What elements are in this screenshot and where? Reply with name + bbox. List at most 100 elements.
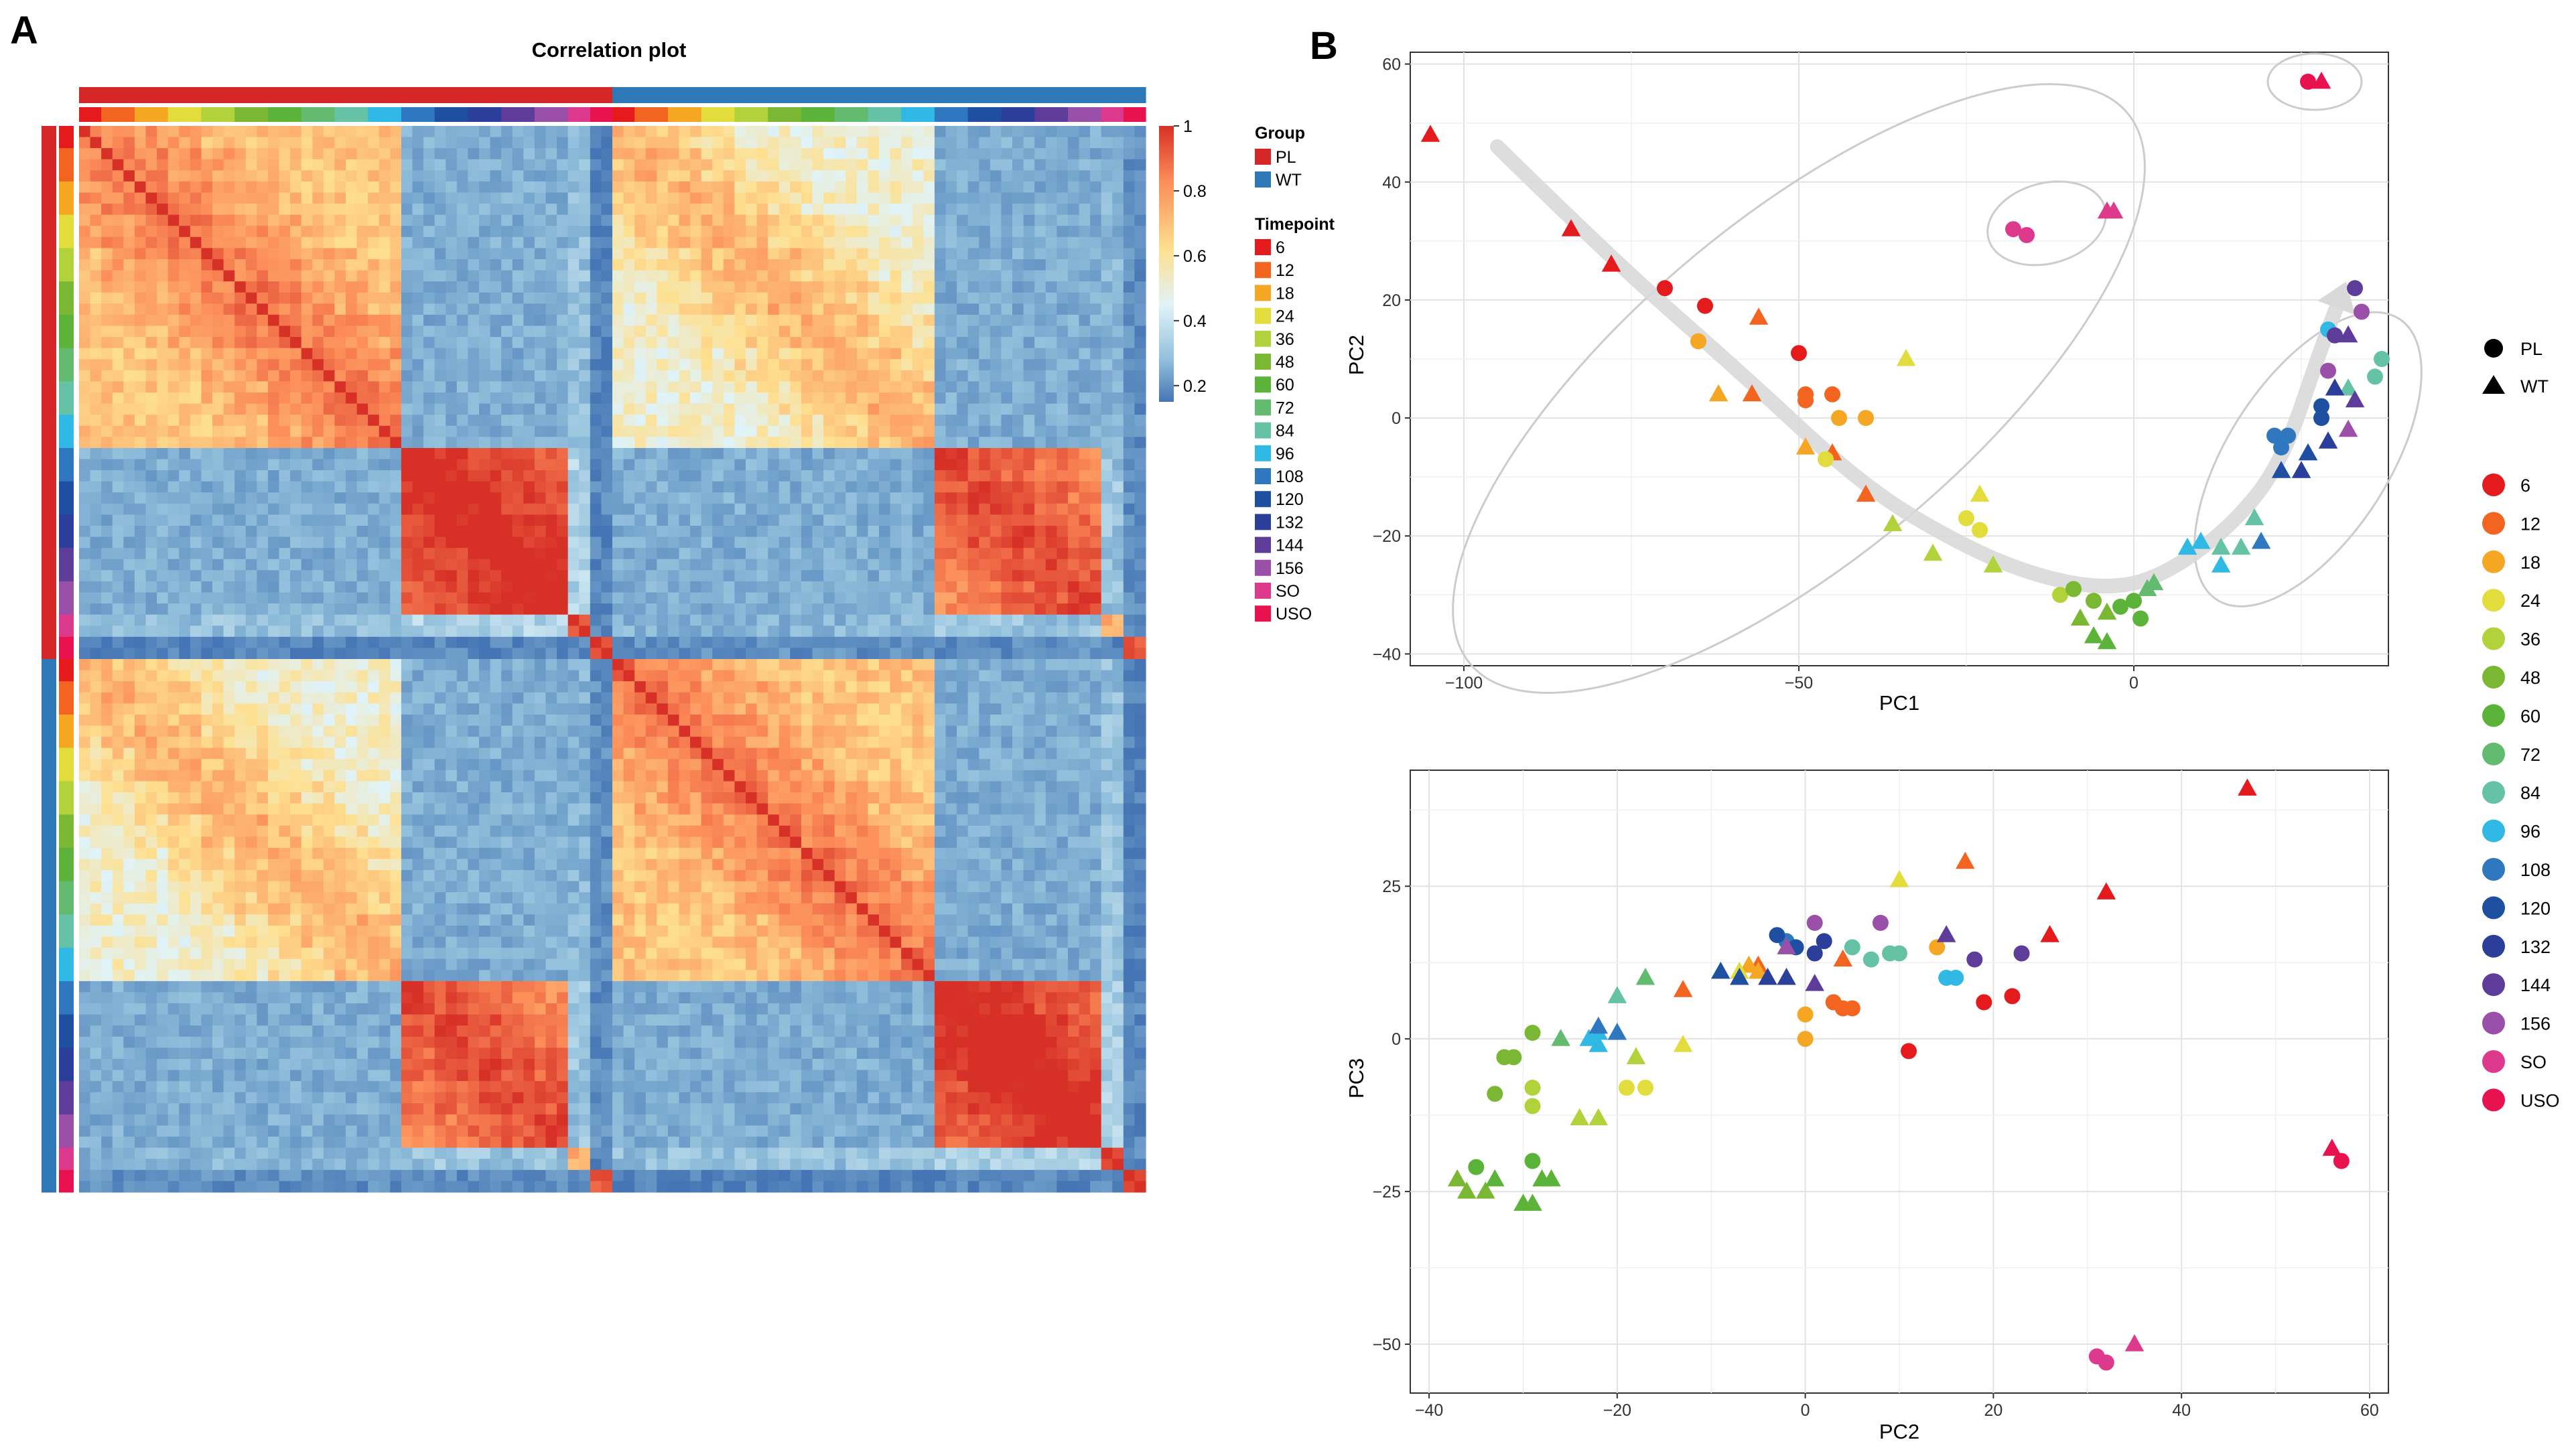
heatmap-cell (346, 636, 358, 649)
heatmap-cell (1090, 592, 1102, 604)
heatmap-cell (301, 170, 313, 182)
heatmap-cell (90, 526, 102, 538)
heatmap-cell (623, 492, 635, 504)
heatmap-cell (901, 514, 913, 526)
heatmap-cell (279, 636, 291, 649)
column-group-annotation (1012, 87, 1024, 103)
heatmap-cell (356, 614, 368, 626)
heatmap-cell (545, 503, 557, 516)
heatmap-cell (379, 536, 391, 549)
heatmap-cell (145, 570, 157, 582)
heatmap-cell (112, 526, 124, 538)
heatmap-cell (301, 636, 313, 649)
heatmap-cell (746, 415, 758, 427)
heatmap-cell (279, 281, 291, 293)
heatmap-cell (90, 559, 102, 571)
heatmap-cell (368, 181, 380, 194)
heatmap-cell (701, 126, 713, 138)
heatmap-cell (645, 425, 657, 437)
heatmap-cell (79, 348, 91, 360)
heatmap-cell (823, 314, 835, 327)
heatmap-cell (257, 403, 269, 415)
heatmap-cell (201, 337, 213, 349)
row-timepoint-annotation (59, 570, 74, 582)
heatmap-cell (579, 181, 591, 194)
heatmap-cell (179, 303, 191, 315)
heatmap-cell (1067, 204, 1080, 216)
heatmap-cell (634, 170, 647, 182)
heatmap-cell (823, 447, 835, 460)
heatmap-cell (746, 603, 758, 615)
heatmap-cell (334, 126, 346, 138)
heatmap-cell (623, 214, 635, 226)
heatmap-cell (501, 270, 513, 282)
heatmap-cell (212, 248, 224, 260)
heatmap-cell (923, 570, 935, 582)
heatmap-cell (790, 415, 802, 427)
heatmap-cell (1057, 636, 1069, 649)
heatmap-cell (1012, 503, 1024, 516)
heatmap-cell (579, 126, 591, 138)
heatmap-cell (1067, 447, 1080, 460)
heatmap-cell (201, 214, 213, 226)
heatmap-cell (334, 447, 346, 460)
heatmap-cell (79, 381, 91, 393)
heatmap-cell (1101, 337, 1113, 349)
row-timepoint-annotation (59, 236, 74, 249)
heatmap-cell (423, 259, 435, 271)
heatmap-cell (212, 226, 224, 238)
heatmap-cell (701, 636, 713, 649)
heatmap-cell (479, 415, 491, 427)
heatmap-cell (1012, 626, 1024, 638)
heatmap-cell (1067, 281, 1080, 293)
heatmap-cell (346, 437, 358, 449)
heatmap-cell (1045, 126, 1057, 138)
heatmap-cell (657, 492, 669, 504)
heatmap-cell (612, 303, 624, 315)
heatmap-cell (657, 226, 669, 238)
heatmap-cell (257, 492, 269, 504)
heatmap-cell (845, 503, 858, 516)
heatmap-cell (134, 626, 147, 638)
heatmap-cell (267, 214, 280, 226)
heatmap-cell (501, 559, 513, 571)
heatmap-cell (301, 415, 313, 427)
heatmap-cell (190, 592, 202, 604)
heatmap-cell (312, 526, 324, 538)
heatmap-cell (934, 526, 947, 538)
heatmap-cell (901, 248, 913, 260)
heatmap-cell (856, 481, 869, 493)
heatmap-cell (1057, 248, 1069, 260)
heatmap-cell (679, 403, 691, 415)
heatmap-cell (801, 359, 813, 371)
heatmap-cell (567, 603, 580, 615)
heatmap-cell (423, 481, 435, 493)
heatmap-cell (979, 370, 991, 382)
heatmap-cell (112, 159, 124, 171)
heatmap-cell (1101, 503, 1113, 516)
heatmap-cell (112, 337, 124, 349)
heatmap-cell (923, 314, 935, 327)
heatmap-cell (701, 492, 713, 504)
heatmap-cell (267, 415, 280, 427)
heatmap-cell (712, 437, 724, 449)
heatmap-cell (623, 348, 635, 360)
heatmap-cell (112, 192, 124, 204)
heatmap-cell (212, 303, 224, 315)
heatmap-cell (334, 559, 346, 571)
heatmap-cell (979, 392, 991, 405)
heatmap-cell (1123, 614, 1136, 626)
heatmap-cell (1067, 559, 1080, 571)
heatmap-cell (446, 592, 458, 604)
heatmap-cell (1090, 325, 1102, 338)
heatmap-cell (401, 325, 413, 338)
row-group-annotation (42, 392, 56, 405)
heatmap-cell (1012, 181, 1024, 194)
heatmap-cell (957, 459, 969, 471)
heatmap-cell (1123, 204, 1136, 216)
heatmap-cell (657, 248, 669, 260)
heatmap-cell (623, 170, 635, 182)
heatmap-cell (112, 303, 124, 315)
heatmap-cell (490, 204, 502, 216)
heatmap-cell (645, 181, 657, 194)
